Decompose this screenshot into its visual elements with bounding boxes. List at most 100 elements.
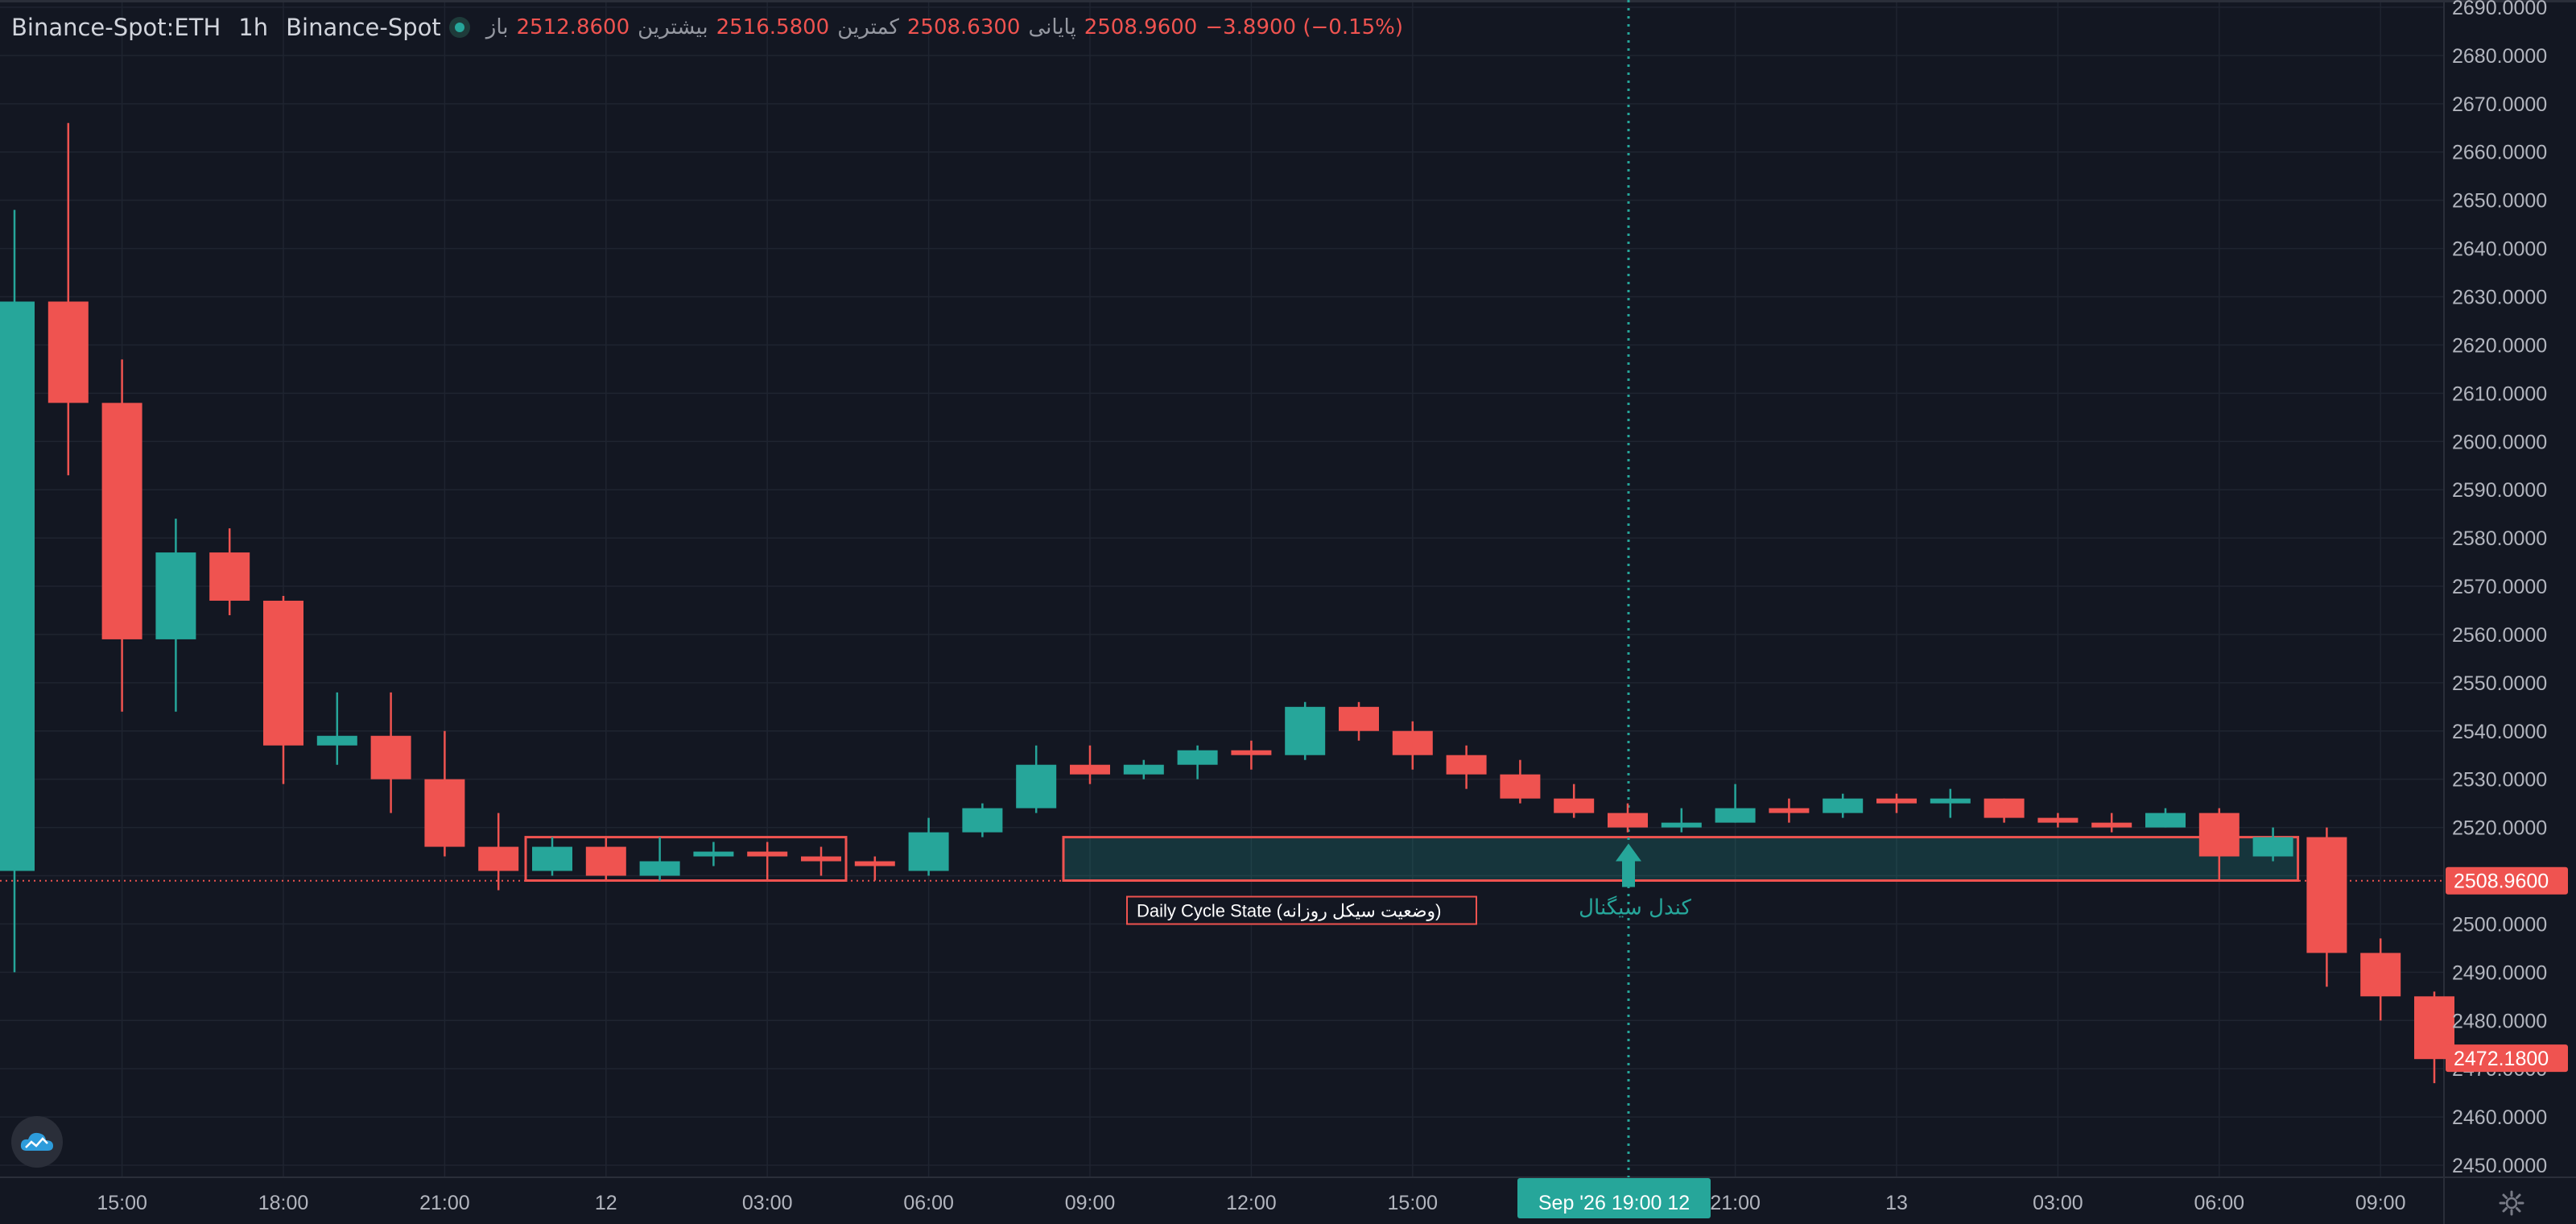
time-axis-label: 09:00 (1065, 1192, 1116, 1214)
candle-body[interactable] (1285, 706, 1326, 755)
time-axis-label: 09:00 (2355, 1192, 2406, 1214)
candle-body[interactable] (2091, 822, 2132, 828)
candle-body[interactable] (1930, 798, 1971, 804)
candle-body[interactable] (1769, 808, 1810, 813)
candle-body[interactable] (1231, 750, 1272, 755)
candle-body[interactable] (1123, 764, 1164, 775)
candle-body[interactable] (263, 600, 303, 746)
top-border (0, 0, 2576, 2)
price-axis-label: 2680.0000 (2452, 45, 2547, 68)
candle-body[interactable] (532, 846, 572, 871)
tradingview-cloud-logo-icon[interactable] (11, 1116, 63, 1168)
price-axis-label: 2560.0000 (2452, 624, 2547, 647)
signal-candle-label: کندل سیگنال (1579, 895, 1691, 920)
price-axis-label: 2460.0000 (2452, 1106, 2547, 1129)
cycle-zone-box (1062, 836, 2300, 883)
price-axis-label: 2670.0000 (2452, 93, 2547, 116)
candle-body[interactable] (1554, 798, 1595, 813)
candle-body[interactable] (2145, 813, 2186, 828)
exchange-label[interactable]: Binance-Spot (286, 14, 441, 41)
price-axis-label: 2620.0000 (2452, 334, 2547, 357)
zone-label-text: Daily Cycle State (وضعیت سیکل روزانه) (1137, 901, 1441, 922)
ohlc-values: باز 2512.8600 بیشترین 2516.5800 کمترین 2… (486, 15, 1403, 39)
candle-body[interactable] (1500, 774, 1541, 799)
chart-legend-header: Binance-Spot:ETH 1h Binance-Spot باز 251… (11, 10, 1403, 45)
candle-body[interactable] (2252, 837, 2293, 857)
time-axis-label: 13 (1885, 1192, 1908, 1214)
time-axis-label: 06:00 (903, 1192, 954, 1214)
candle-body[interactable] (962, 808, 1003, 833)
price-axis-label: 2480.0000 (2452, 1010, 2547, 1032)
candle-body[interactable] (424, 779, 465, 847)
candle-body[interactable] (854, 861, 895, 866)
price-axis-label: 2520.0000 (2452, 817, 2547, 840)
candle-body[interactable] (1876, 798, 1917, 804)
time-axis-label: 21:00 (1710, 1192, 1761, 1214)
price-axis-label: 2580.0000 (2452, 527, 2547, 550)
candle-body[interactable] (1177, 750, 1218, 765)
price-axis-label: 2690.0000 (2452, 0, 2547, 19)
candle-body[interactable] (370, 735, 411, 779)
gear-icon[interactable] (2496, 1187, 2528, 1219)
low-label: کمترین (837, 15, 899, 39)
candle-body[interactable] (2306, 837, 2347, 953)
price-axis-label: 2660.0000 (2452, 142, 2547, 164)
candle-body[interactable] (1070, 764, 1110, 775)
candle-body[interactable] (2198, 813, 2240, 857)
time-axis-label: 12 (595, 1192, 617, 1214)
price-axis-label: 2640.0000 (2452, 238, 2547, 261)
candle-body[interactable] (747, 851, 788, 857)
candle-body[interactable] (1016, 764, 1057, 808)
price-axis-label: 2540.0000 (2452, 721, 2547, 743)
candle-body[interactable] (478, 846, 519, 871)
high-value: 2516.5800 (716, 15, 830, 39)
symbol-name[interactable]: Binance-Spot:ETH (11, 14, 221, 41)
candle-body[interactable] (47, 301, 89, 403)
candle-body[interactable] (0, 301, 35, 871)
price-axis-label: 2530.0000 (2452, 769, 2547, 792)
candle-body[interactable] (908, 832, 949, 871)
candle-body[interactable] (155, 552, 196, 639)
price-axis-label: 2600.0000 (2452, 431, 2547, 453)
candle-body[interactable] (1984, 798, 2025, 818)
price-axis-label: 2610.0000 (2452, 382, 2547, 405)
change-value: −3.8900 (−0.15%) (1205, 15, 1404, 39)
price-axis-label: 2650.0000 (2452, 190, 2547, 213)
price-axis-label: 2490.0000 (2452, 961, 2547, 984)
candle-body[interactable] (1392, 730, 1433, 755)
low-value: 2508.6300 (906, 15, 1021, 39)
time-axis-label: 21:00 (419, 1192, 470, 1214)
candle-body[interactable] (585, 846, 626, 876)
candle-body[interactable] (209, 552, 250, 601)
candle-body[interactable] (316, 735, 357, 746)
candle-body[interactable] (1823, 798, 1864, 813)
candle-body[interactable] (2360, 953, 2401, 997)
open-label: باز (485, 15, 509, 39)
candle-body[interactable] (1339, 706, 1379, 731)
interval-label[interactable]: 1h (238, 14, 269, 41)
close-value: 2508.9600 (1084, 15, 1198, 39)
candle-body[interactable] (1661, 822, 1702, 828)
candle-body[interactable] (801, 856, 841, 862)
cycle-zone-box (524, 836, 848, 883)
candle-body[interactable] (1608, 813, 1648, 828)
candle-body[interactable] (2037, 817, 2079, 823)
high-label: بیشترین (638, 15, 708, 39)
candle-body[interactable] (1446, 755, 1487, 775)
time-axis-label: 06:00 (2194, 1192, 2245, 1214)
candle-body[interactable] (693, 851, 734, 857)
time-axis-label: 18:00 (258, 1192, 309, 1214)
candle-body[interactable] (1715, 808, 1756, 823)
price-axis-label: 2550.0000 (2452, 672, 2547, 695)
price-tag (2446, 1044, 2568, 1073)
price-axis-label: 2570.0000 (2452, 576, 2547, 598)
candle-body[interactable] (101, 403, 142, 639)
candle-body[interactable] (639, 861, 680, 876)
signal-arrow-icon[interactable] (1616, 843, 1641, 887)
price-axis-label: 2630.0000 (2452, 286, 2547, 308)
time-axis-label: 03:00 (742, 1192, 793, 1214)
zone-label-box (1126, 895, 1477, 925)
time-axis-label: 03:00 (2033, 1192, 2083, 1214)
price-axis-label: 2500.0000 (2452, 913, 2547, 936)
